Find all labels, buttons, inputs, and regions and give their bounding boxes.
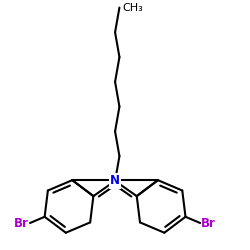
- Text: Br: Br: [201, 216, 216, 230]
- Text: CH₃: CH₃: [122, 2, 143, 12]
- Text: Br: Br: [14, 216, 29, 230]
- Text: N: N: [110, 174, 120, 188]
